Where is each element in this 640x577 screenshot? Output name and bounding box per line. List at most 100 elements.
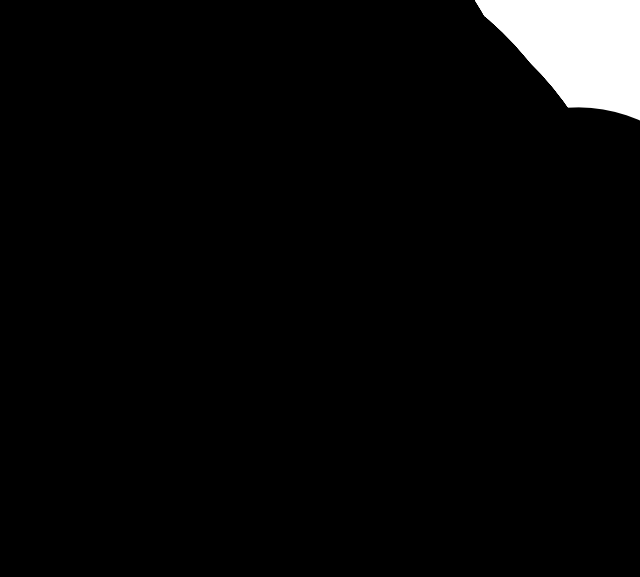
Point <box>61 89 72 99</box>
Point <box>54 97 65 106</box>
Point <box>351 421 362 430</box>
Point <box>344 489 354 499</box>
Point <box>25 85 35 94</box>
Point <box>16 69 26 78</box>
Point <box>292 361 302 370</box>
Point <box>342 327 352 336</box>
Point <box>354 339 364 349</box>
Point <box>493 361 504 370</box>
Point <box>28 63 38 73</box>
Point <box>435 364 445 373</box>
Point <box>291 205 301 214</box>
Point <box>34 84 44 93</box>
Point <box>344 340 354 349</box>
Point <box>300 478 310 488</box>
Point <box>499 337 509 346</box>
Point <box>60 70 70 79</box>
Point <box>324 209 334 219</box>
Point <box>7 120 17 129</box>
Point <box>292 233 302 242</box>
Point <box>32 74 42 84</box>
Point <box>308 468 318 477</box>
Point <box>27 108 37 118</box>
Point <box>387 361 397 370</box>
Point <box>364 379 374 388</box>
Point <box>435 471 445 480</box>
Point <box>380 218 390 227</box>
Point <box>383 491 394 500</box>
Point <box>344 359 355 369</box>
Point <box>340 479 351 488</box>
Point <box>80 98 90 107</box>
Point <box>352 313 362 323</box>
Point <box>310 238 320 247</box>
Point <box>304 462 314 471</box>
Point <box>36 92 47 102</box>
Point <box>332 89 342 99</box>
Point <box>310 471 321 480</box>
Point <box>326 231 336 241</box>
Point <box>440 96 450 106</box>
Point <box>408 205 418 215</box>
Point <box>42 136 52 145</box>
Point <box>319 471 330 480</box>
Point <box>331 71 341 80</box>
Point <box>381 381 392 390</box>
Point <box>311 233 321 242</box>
Point <box>344 302 355 312</box>
Point <box>62 59 72 69</box>
Point <box>486 96 497 106</box>
Point <box>298 340 308 350</box>
Point <box>310 344 320 353</box>
Point <box>353 258 363 267</box>
Text: R
A
N
S
A
C: R A N S A C <box>273 431 281 503</box>
Point <box>346 208 356 217</box>
Point <box>340 430 351 440</box>
Point <box>339 362 349 371</box>
Point <box>458 488 468 497</box>
Point <box>369 468 379 477</box>
Point <box>359 252 369 261</box>
Point <box>320 431 330 440</box>
Point <box>303 304 314 313</box>
Point <box>24 128 35 137</box>
Point <box>410 490 420 500</box>
Point <box>296 320 306 329</box>
Point <box>52 63 63 72</box>
Point <box>412 205 422 214</box>
Point <box>300 79 310 88</box>
Point <box>347 355 357 365</box>
Point <box>69 91 79 100</box>
Point <box>341 327 351 336</box>
Point <box>344 497 354 507</box>
Point <box>35 81 45 91</box>
Point <box>355 307 365 316</box>
Point <box>1 110 12 119</box>
Point <box>372 186 382 196</box>
Point <box>333 483 344 492</box>
Point <box>365 305 375 314</box>
Point <box>480 471 490 481</box>
Point <box>493 474 504 484</box>
Point <box>332 93 342 102</box>
Point <box>296 111 306 121</box>
Point <box>311 350 321 359</box>
Point <box>318 205 328 214</box>
Point <box>61 99 71 108</box>
Text: Neural
Network: Neural Network <box>109 455 159 479</box>
Point <box>72 99 82 108</box>
Point <box>19 100 29 110</box>
Point <box>319 494 330 503</box>
Point <box>404 435 414 444</box>
Point <box>334 343 344 352</box>
Point <box>346 471 356 480</box>
Point <box>19 89 29 98</box>
Point <box>326 337 336 346</box>
Point <box>379 488 389 497</box>
Point <box>373 475 383 484</box>
Point <box>468 490 479 499</box>
Point <box>380 454 390 463</box>
Point <box>51 100 61 110</box>
Point <box>345 108 355 118</box>
Point <box>341 185 351 194</box>
